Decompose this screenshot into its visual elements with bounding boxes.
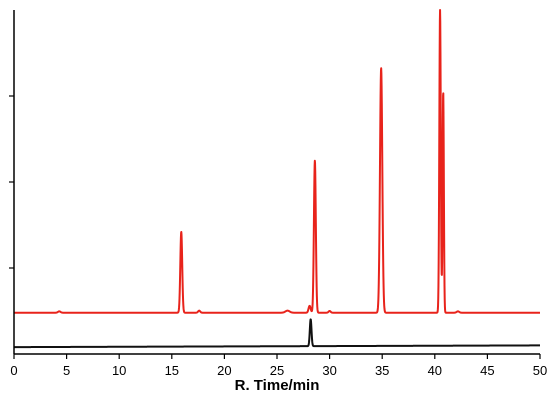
series-layer	[13, 9, 541, 349]
x-tick-label: 5	[63, 363, 70, 378]
black-chromatogram-trace	[13, 318, 541, 349]
x-tick-label: 30	[322, 363, 336, 378]
y-ticks	[9, 95, 14, 269]
x-tick-label: 25	[270, 363, 284, 378]
x-tick-label: 15	[165, 363, 179, 378]
x-axis-label: R. Time/min	[235, 377, 320, 394]
x-tick-label: 35	[375, 363, 389, 378]
x-tick-label: 0	[10, 363, 17, 378]
x-tick-label: 40	[428, 363, 442, 378]
red-chromatogram-trace	[13, 9, 541, 314]
x-tick-label: 10	[112, 363, 126, 378]
x-tick-label: 20	[217, 363, 231, 378]
x-tick-label: 50	[533, 363, 547, 378]
x-tick-label: 45	[480, 363, 494, 378]
axes-layer	[13, 10, 540, 355]
x-ticks: 0 5 10 15 20 25 30 35 40 45 50	[10, 354, 547, 378]
